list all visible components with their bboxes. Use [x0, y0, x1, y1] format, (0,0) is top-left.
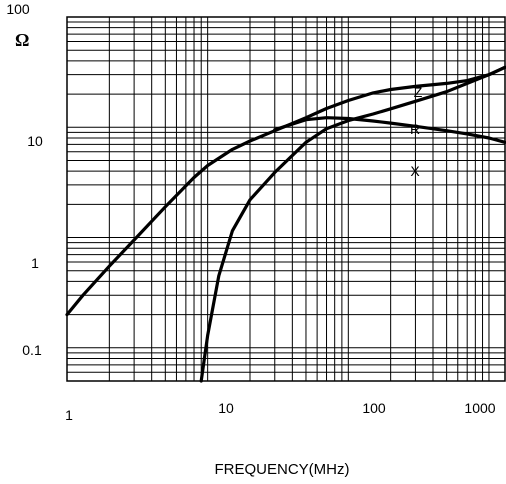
x-tick-label: 1	[65, 407, 73, 423]
y-tick-label: 100	[6, 1, 30, 17]
y-tick-label: 1	[31, 255, 39, 271]
y-tick-label: 0.1	[22, 342, 42, 358]
y-tick-label: 10	[27, 133, 43, 149]
series-label-r: R	[410, 121, 420, 137]
x-tick-label: 1000	[464, 400, 495, 416]
x-axis-label: FREQUENCY(MHz)	[215, 461, 350, 478]
tick-labels: 1 10 100 1000 100 10 1 0.1	[6, 1, 495, 423]
series-label-x: X	[410, 163, 420, 179]
plot-frame	[67, 17, 505, 381]
series-line-z	[67, 67, 505, 314]
x-tick-label: 10	[218, 400, 234, 416]
series-line-r	[201, 67, 505, 381]
x-tick-label: 100	[362, 400, 386, 416]
y-axis-unit: Ω	[15, 30, 29, 50]
series-curves: Z R X	[67, 67, 505, 381]
series-label-z: Z	[414, 84, 423, 100]
grid-lines	[67, 17, 505, 381]
